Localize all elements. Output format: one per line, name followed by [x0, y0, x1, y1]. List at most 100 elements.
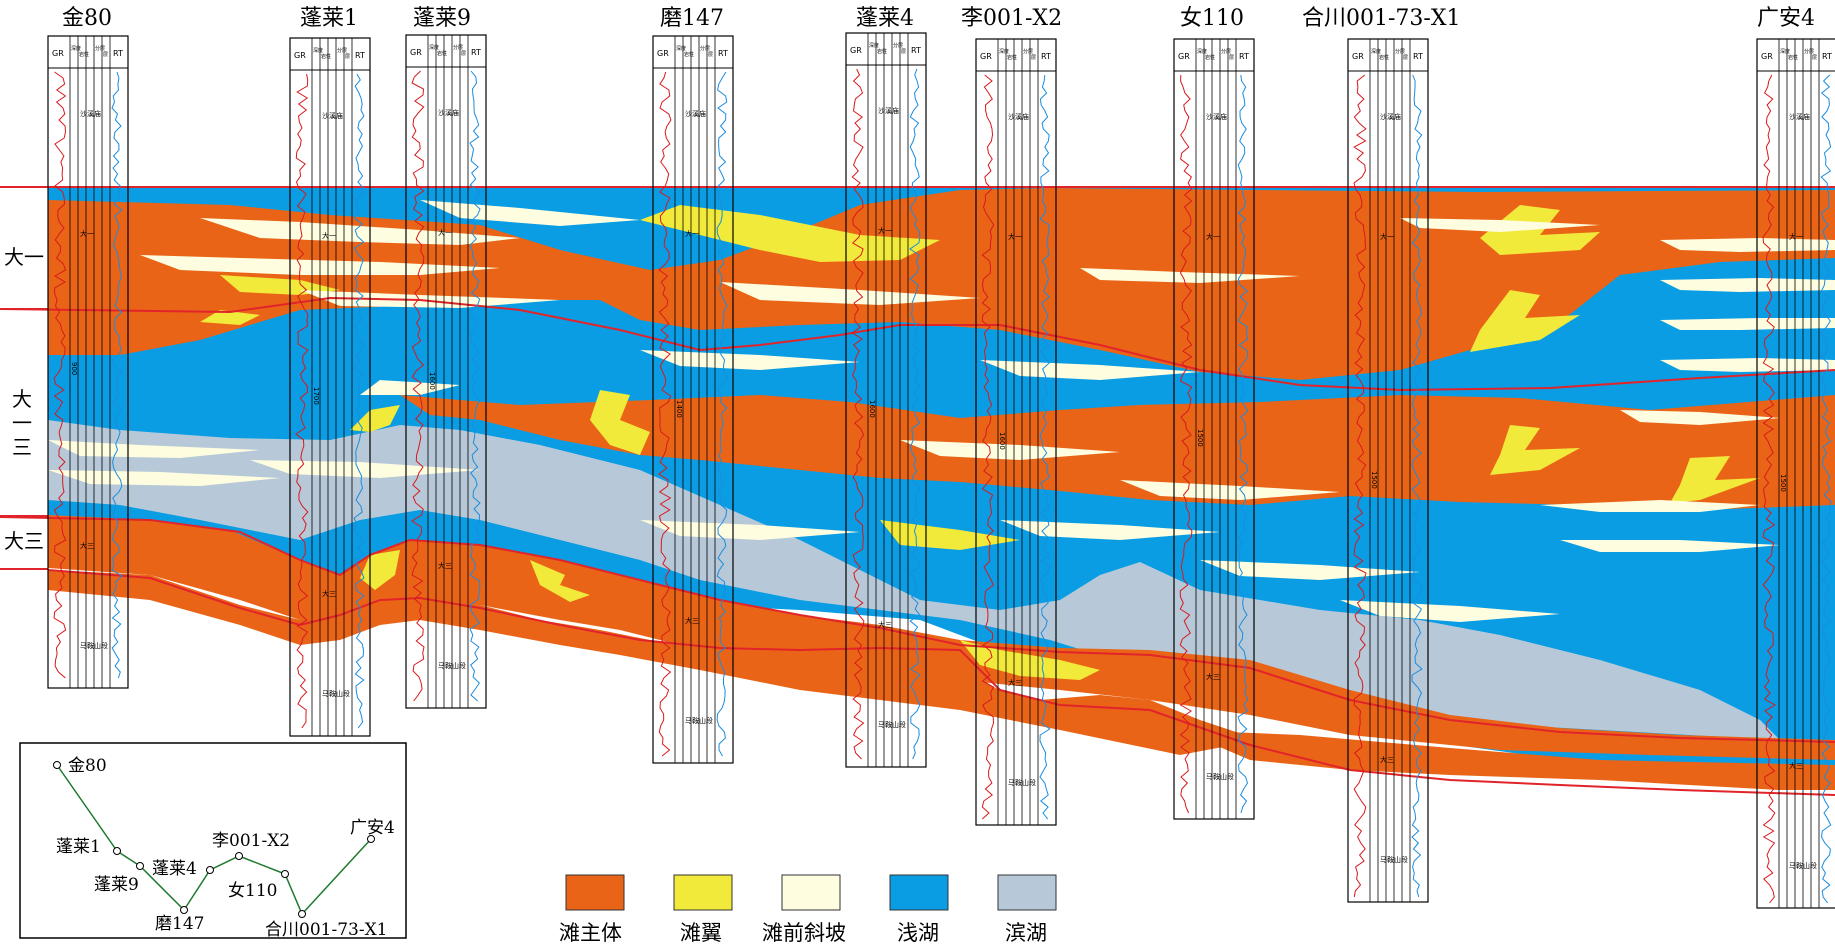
unit-label-upper: 沙溪庙 [1008, 112, 1029, 121]
track-header-gr: GR [52, 49, 64, 58]
rt-curve [909, 68, 921, 760]
track-header-rt: RT [718, 49, 728, 58]
unit-label-zone3: 大三 [80, 541, 94, 550]
unit-label-upper: 沙溪庙 [322, 111, 343, 120]
track-header-rt: RT [355, 51, 365, 60]
track-header-depth: 深度 [1197, 48, 1207, 55]
track-header-gr: GR [410, 48, 422, 57]
well-name: 磨147 [660, 6, 724, 31]
location-map: 金80 蓬莱1 蓬莱9 蓬莱4 李001-X2 磨147 女110 合川001-… [19, 742, 407, 940]
gr-curve [411, 70, 425, 702]
well-name: 女110 [1180, 6, 1244, 31]
beach-wing-3 [1470, 290, 1580, 352]
track-header-depth: 深度 [869, 42, 879, 49]
middle-beach-main [400, 395, 1835, 510]
beach-wing-12 [220, 275, 340, 295]
track-header-layer: 层 [103, 52, 108, 58]
zone-label-2-mid: 一 [12, 411, 32, 435]
rt-curve [716, 71, 728, 757]
track-header-lith: 岩性 [1379, 54, 1389, 61]
track-header-layer: 层 [461, 51, 466, 57]
rt-curve [353, 73, 365, 729]
track-header-gr: GR [1352, 52, 1364, 61]
well-name: 李001-X2 [961, 6, 1062, 31]
unit-label-zone3: 大三 [1008, 678, 1022, 687]
track-header-rt: RT [911, 46, 921, 55]
track-header-lith: 岩性 [321, 53, 331, 60]
beach-wing-8 [530, 560, 590, 602]
well-frame [405, 34, 487, 709]
track-header-lith: 岩性 [684, 51, 694, 58]
track-header-sub: 分层 [95, 45, 105, 52]
beach-wing-6 [590, 390, 650, 455]
track-header-depth: 深度 [676, 45, 686, 52]
unit-label-zone1: 大一 [80, 229, 94, 238]
well-frame [652, 35, 734, 764]
map-label-nv110: 女110 [228, 881, 277, 901]
track-header-layer: 层 [708, 52, 713, 58]
track-header-lith: 岩性 [1007, 54, 1017, 61]
track-header-depth: 深度 [1371, 48, 1381, 55]
track-header-rt: RT [1041, 52, 1051, 61]
zone-labels: 大一 大 一 三 大三 [4, 245, 44, 553]
beach-wing-11 [880, 520, 1020, 550]
unit-label-upper: 沙溪庙 [1789, 112, 1810, 121]
track-header-rt: RT [113, 49, 123, 58]
unit-label-zone3: 大三 [878, 620, 892, 629]
well-name: 广安4 [1757, 6, 1815, 31]
well-name: 蓬莱9 [413, 6, 471, 31]
well-name: 合川001-73-X1 [1302, 6, 1461, 31]
unit-label-zone3: 大三 [1206, 672, 1220, 681]
rt-curve [111, 71, 123, 679]
map-label-li001: 李001-X2 [212, 831, 290, 851]
depth-mark: 1700 [312, 387, 320, 405]
track-header-depth: 深度 [429, 44, 439, 51]
track-header-depth: 深度 [1780, 48, 1790, 55]
unit-label-zone3: 大三 [438, 561, 452, 570]
track-header-gr: GR [850, 46, 862, 55]
well-frame [845, 32, 927, 768]
unit-label-bottom: 马鞍山段 [1206, 772, 1234, 781]
depth-mark: 1600 [998, 432, 1006, 450]
unit-label-zone3: 大三 [322, 589, 336, 598]
unit-label-zone1: 大一 [438, 228, 452, 237]
beach-wing-4 [1490, 425, 1580, 475]
unit-label-upper: 沙溪庙 [685, 109, 706, 118]
legend-swatch-beach-main [565, 874, 625, 911]
gr-curve [851, 68, 865, 760]
track-header-layer: 层 [345, 54, 350, 60]
unit-label-upper: 沙溪庙 [1380, 112, 1401, 121]
track-header-lith: 岩性 [877, 48, 887, 55]
track-header-layer: 层 [1031, 55, 1036, 61]
gr-curve [1353, 74, 1367, 898]
slope-lenses [48, 200, 1835, 622]
legend-label-beach-main: 滩主体 [559, 921, 622, 945]
unit-label-zone3: 大三 [685, 616, 699, 625]
unit-label-zone1: 大一 [1206, 232, 1220, 241]
unit-label-zone1: 大一 [878, 226, 892, 235]
track-header-rt: RT [1413, 52, 1423, 61]
beach-wing-2 [1480, 205, 1600, 255]
well-name: 蓬莱4 [856, 6, 914, 31]
depth-mark: 900 [70, 362, 78, 375]
legend-label-beach-wing: 滩翼 [680, 921, 722, 945]
unit-label-zone1: 大一 [1008, 232, 1022, 241]
depth-mark: 1500 [1779, 474, 1787, 492]
well-frame [289, 37, 371, 737]
track-header-gr: GR [294, 51, 306, 60]
rt-curve [1039, 74, 1051, 820]
track-header-layer: 层 [1812, 55, 1817, 61]
gr-curve [53, 71, 67, 679]
beach-wing-13 [200, 310, 260, 325]
legend-swatch-slope [781, 874, 841, 911]
legend-swatch-beach-wing [673, 874, 733, 911]
map-label-hechuan: 合川001-73-X1 [265, 920, 388, 940]
gr-curve [295, 73, 309, 729]
rt-curve [1820, 74, 1832, 904]
unit-label-bottom: 马鞍山段 [1380, 855, 1408, 864]
unit-label-zone1: 大一 [1789, 232, 1803, 241]
